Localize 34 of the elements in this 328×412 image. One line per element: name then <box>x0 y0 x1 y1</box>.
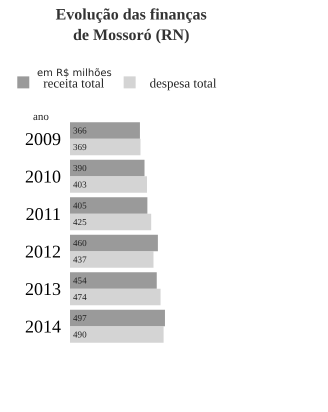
chart-subtitle: em R$ milhões <box>37 68 112 79</box>
bar <box>70 160 145 176</box>
y-tick-label: 2011 <box>26 204 61 224</box>
y-tick-label: 2014 <box>25 316 61 337</box>
y-tick-label: 2013 <box>25 279 61 300</box>
y-axis-title: ano <box>33 111 50 123</box>
data-label: 403 <box>73 180 88 190</box>
data-label: 460 <box>73 238 88 248</box>
data-label: 390 <box>73 163 88 174</box>
bar <box>70 310 165 326</box>
data-label: 366 <box>73 126 88 136</box>
bar <box>70 138 140 156</box>
bar <box>70 272 157 289</box>
bar <box>70 234 158 252</box>
data-label: 405 <box>73 200 88 211</box>
data-label: 490 <box>73 330 88 340</box>
y-tick-label: 2009 <box>25 129 61 150</box>
bar <box>70 251 154 268</box>
bar <box>70 176 147 193</box>
bar <box>70 214 152 230</box>
data-label: 369 <box>73 142 88 152</box>
data-label: 454 <box>73 276 88 286</box>
legend-label: despesa total <box>150 75 217 90</box>
y-tick-label: 2012 <box>25 242 61 262</box>
data-label: 437 <box>73 254 88 265</box>
y-tick-label: 2010 <box>25 166 61 187</box>
chart-title: Evolução das finanças de Mossoró (RN) <box>56 6 207 44</box>
data-label: 497 <box>73 313 88 324</box>
bar <box>70 288 161 306</box>
data-label: 474 <box>73 292 88 302</box>
data-label: 425 <box>73 217 88 228</box>
bar <box>70 326 164 343</box>
bar <box>70 197 148 214</box>
bar <box>70 122 140 139</box>
